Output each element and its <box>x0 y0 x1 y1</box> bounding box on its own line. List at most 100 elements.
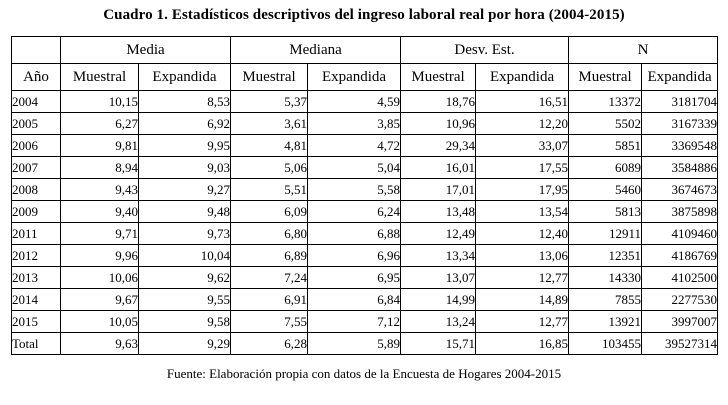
table-row: 2004 10,15 8,53 5,37 4,59 18,76 16,51 13372 3181… <box>11 90 719 113</box>
value-cell: 3997007 <box>641 310 719 333</box>
value-cell: 6,80 <box>230 222 309 245</box>
value-cell: 4109460 <box>641 222 719 245</box>
value-cell: 9,29 <box>137 332 232 355</box>
table-row: 2009 9,40 9,48 6,09 6,24 13,48 13,54 5813 387589… <box>11 200 719 223</box>
table-row: 2006 9,81 9,95 4,81 4,72 29,34 33,07 5851 336954… <box>11 134 719 157</box>
table-body: 2004 10,15 8,53 5,37 4,59 18,76 16,51 13372 3181… <box>11 90 719 355</box>
value-cell: 13,48 <box>400 200 477 223</box>
value-cell: 7,12 <box>307 310 402 333</box>
value-cell: 13372 <box>568 90 643 113</box>
value-cell: 10,96 <box>400 112 477 135</box>
value-cell: 39527314 <box>641 332 719 355</box>
value-cell: 9,55 <box>137 288 232 311</box>
value-cell: 10,05 <box>60 310 139 333</box>
year-cell: 2007 <box>11 156 61 179</box>
value-cell: 9,73 <box>137 222 232 245</box>
value-cell: 10,15 <box>60 90 139 113</box>
column-header-desv-expandida: Expandida <box>475 63 570 91</box>
value-cell: 13,34 <box>400 244 477 267</box>
value-cell: 9,40 <box>60 200 139 223</box>
value-cell: 3875898 <box>641 200 719 223</box>
value-cell: 12,20 <box>475 112 570 135</box>
year-cell: 2005 <box>11 112 61 135</box>
value-cell: 6,92 <box>137 112 232 135</box>
value-cell: 2277530 <box>641 288 719 311</box>
value-cell: 3674673 <box>641 178 719 201</box>
value-cell: 8,53 <box>137 90 232 113</box>
table-row: 2005 6,27 6,92 3,61 3,85 10,96 12,20 5502 316733… <box>11 112 719 135</box>
value-cell: 5813 <box>568 200 643 223</box>
column-header-mediana-expandida: Expandida <box>307 63 402 91</box>
value-cell: 18,76 <box>400 90 477 113</box>
year-cell: 2009 <box>11 200 61 223</box>
value-cell: 6089 <box>568 156 643 179</box>
value-cell: 3167339 <box>641 112 719 135</box>
group-header-media: Media <box>59 36 232 64</box>
table-row: 2008 9,43 9,27 5,51 5,58 17,01 17,95 5460 367467… <box>11 178 719 201</box>
value-cell: 8,94 <box>60 156 139 179</box>
value-cell: 16,01 <box>400 156 477 179</box>
value-cell: 4102500 <box>641 266 719 289</box>
value-cell: 9,48 <box>137 200 232 223</box>
value-cell: 10,04 <box>137 244 232 267</box>
value-cell: 9,62 <box>137 266 232 289</box>
value-cell: 9,96 <box>60 244 139 267</box>
value-cell: 6,27 <box>60 112 139 135</box>
value-cell: 14,99 <box>400 288 477 311</box>
table-row: Total 9,63 9,29 6,28 5,89 15,71 16,85 103455 395… <box>11 332 719 355</box>
value-cell: 13,07 <box>400 266 477 289</box>
value-cell: 12,40 <box>475 222 570 245</box>
column-header-row: Año Muestral Expandida Muestral Expandid… <box>11 63 719 91</box>
value-cell: 3584886 <box>641 156 719 179</box>
value-cell: 4,81 <box>230 134 309 157</box>
value-cell: 4186769 <box>641 244 719 267</box>
column-header-year: Año <box>11 63 61 91</box>
source-note: Fuente: Elaboración propia con datos de … <box>166 366 562 381</box>
value-cell: 6,09 <box>230 200 309 223</box>
value-cell: 17,95 <box>475 178 570 201</box>
value-cell: 5,04 <box>307 156 402 179</box>
column-header-n-expandida: Expandida <box>641 63 719 91</box>
column-header-media-expandida: Expandida <box>137 63 232 91</box>
year-cell: 2012 <box>11 244 61 267</box>
value-cell: 9,63 <box>60 332 139 355</box>
value-cell: 6,96 <box>307 244 402 267</box>
group-header-mediana: Mediana <box>230 36 402 64</box>
value-cell: 6,28 <box>230 332 309 355</box>
column-header-mediana-muestral: Muestral <box>230 63 309 91</box>
value-cell: 5,58 <box>307 178 402 201</box>
value-cell: 6,89 <box>230 244 309 267</box>
year-cell: Total <box>11 332 61 355</box>
value-cell: 13921 <box>568 310 643 333</box>
table-row: 2012 9,96 10,04 6,89 6,96 13,34 13,06 12351 4186… <box>11 244 719 267</box>
value-cell: 9,43 <box>60 178 139 201</box>
value-cell: 14330 <box>568 266 643 289</box>
value-cell: 6,84 <box>307 288 402 311</box>
value-cell: 5502 <box>568 112 643 135</box>
value-cell: 7,55 <box>230 310 309 333</box>
value-cell: 16,85 <box>475 332 570 355</box>
group-header-row: Media Mediana Desv. Est. N <box>11 36 719 64</box>
group-header-desv-est: Desv. Est. <box>400 36 570 64</box>
corner-cell <box>11 36 61 64</box>
column-header-n-muestral: Muestral <box>568 63 643 91</box>
value-cell: 5851 <box>568 134 643 157</box>
year-cell: 2004 <box>11 90 61 113</box>
group-header-n: N <box>568 36 719 64</box>
year-cell: 2013 <box>11 266 61 289</box>
value-cell: 5,51 <box>230 178 309 201</box>
value-cell: 6,95 <box>307 266 402 289</box>
value-cell: 7,24 <box>230 266 309 289</box>
table-header: Media Mediana Desv. Est. N Año Muestral … <box>11 36 719 91</box>
value-cell: 16,51 <box>475 90 570 113</box>
value-cell: 6,91 <box>230 288 309 311</box>
table-row: 2007 8,94 9,03 5,06 5,04 16,01 17,55 6089 358488… <box>11 156 719 179</box>
value-cell: 13,06 <box>475 244 570 267</box>
year-cell: 2008 <box>11 178 61 201</box>
value-cell: 9,58 <box>137 310 232 333</box>
table-title: Cuadro 1. Estadísticos descriptivos del … <box>103 7 625 23</box>
column-header-desv-muestral: Muestral <box>400 63 477 91</box>
value-cell: 6,24 <box>307 200 402 223</box>
table-row: 2015 10,05 9,58 7,55 7,12 13,24 12,77 13921 3997… <box>11 310 719 333</box>
